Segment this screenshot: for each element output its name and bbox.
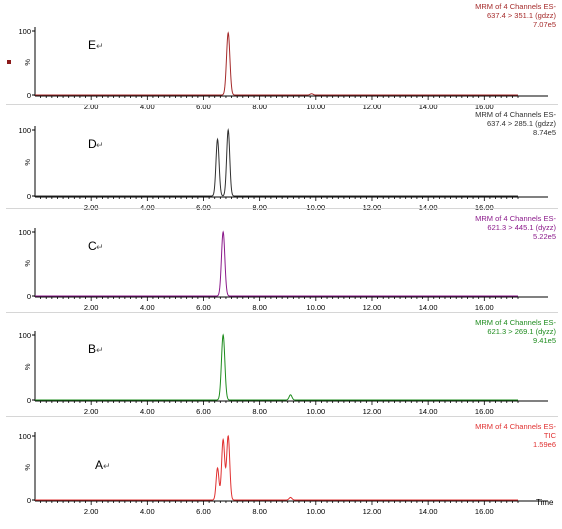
x-tick-label: 2.00: [84, 407, 99, 416]
trace-header-line: MRM of 4 Channels ES-: [475, 110, 556, 119]
paragraph-mark: ↵: [103, 461, 111, 471]
trace-header-line: 8.74e5: [533, 128, 556, 137]
trace-line: [35, 130, 518, 196]
chromatogram-panel-b: 100% 0 2.00 4.00 6.00 8.00 10.00 12.00 14.00 16.0…: [18, 318, 556, 416]
chromatogram-panel-d: 100%02.004.006.008.0010.0012.0014.0016.0…: [18, 110, 556, 212]
panel-divider: [6, 312, 558, 313]
x-tick-label: 4.00: [140, 507, 155, 516]
trace-line: [35, 232, 518, 296]
y-tick-label: 0: [27, 292, 31, 301]
trace-header-line: MRM of 4 Channels ES-: [475, 2, 556, 11]
x-tick-label: 14.00: [419, 407, 438, 416]
y-tick-label: 0: [27, 396, 31, 405]
paragraph-mark: ↵: [96, 41, 104, 51]
panel-divider: [6, 104, 558, 105]
trace-header-line: MRM of 4 Channels ES-: [475, 422, 556, 431]
x-tick-label: 4.00: [140, 407, 155, 416]
trace-line: [35, 33, 518, 95]
trace-header-line: 637.4 > 351.1 (gdzz): [487, 11, 557, 20]
trace-header-line: MRM of 4 Channels ES-: [475, 318, 556, 327]
paragraph-mark: ↵: [96, 345, 104, 355]
panel-label: A: [95, 458, 103, 472]
x-tick-label: 16.00: [475, 407, 494, 416]
x-tick-label: 12.00: [363, 303, 382, 312]
trace-header-line: TIC: [544, 431, 557, 440]
x-tick-label: 4.00: [140, 303, 155, 312]
x-tick-label: 2.00: [84, 303, 99, 312]
panel-divider: [6, 208, 558, 209]
x-tick-label: 10.00: [306, 407, 325, 416]
trace-line: [35, 335, 518, 400]
x-tick-label: 16.00: [475, 507, 494, 516]
x-tick-label: 8.00: [252, 303, 267, 312]
x-tick-label: 2.00: [84, 507, 99, 516]
x-tick-label: 6.00: [196, 407, 211, 416]
chromatogram-panel-c: 100% 0 2.00 4.00 6.00 8.00 10.00 12.00 14.00 16.0…: [18, 214, 556, 312]
trace-header-line: 7.07e5: [533, 20, 556, 29]
y-tick-label: 0: [27, 496, 31, 505]
y-tick-label: 100: [18, 126, 31, 135]
x-tick-label: 16.00: [475, 303, 494, 312]
trace-header-line: 9.41e5: [533, 336, 556, 345]
y-axis-percent-label: %: [23, 159, 32, 166]
y-tick-label: 100: [18, 331, 31, 340]
y-tick-label: 100: [18, 432, 31, 441]
paragraph-mark: ↵: [96, 140, 104, 150]
paragraph-mark: ↵: [96, 242, 104, 252]
x-tick-label: 10.00: [306, 507, 325, 516]
panel-selection-marker: [7, 60, 11, 64]
y-axis-percent-label: %: [23, 464, 32, 471]
y-axis-percent-label: %: [23, 260, 32, 267]
trace-header-line: MRM of 4 Channels ES-: [475, 214, 556, 223]
trace-header-line: 5.22e5: [533, 232, 556, 241]
y-axis-percent-label: %: [23, 59, 32, 66]
x-tick-label: 8.00: [252, 507, 267, 516]
panel-label: E: [88, 38, 96, 52]
x-tick-label: 14.00: [419, 507, 438, 516]
x-tick-label: 14.00: [419, 303, 438, 312]
x-tick-label: 12.00: [363, 507, 382, 516]
panel-label: B: [88, 342, 96, 356]
trace-header-line: 621.3 > 269.1 (dyzz): [487, 327, 556, 336]
trace-header-line: 621.3 > 445.1 (dyzz): [487, 223, 556, 232]
y-tick-label: 100: [18, 228, 31, 237]
trace-header-line: 1.59e6: [533, 440, 556, 449]
x-tick-label: 6.00: [196, 303, 211, 312]
panel-divider: [6, 416, 558, 417]
x-tick-label: 12.00: [363, 407, 382, 416]
y-axis-percent-label: %: [23, 363, 32, 370]
x-tick-label: 8.00: [252, 407, 267, 416]
chromatogram-panel-a: 100% 0 2.00 4.00 6.00 8.00 10.00 12.00 14.00 16.0…: [18, 422, 556, 516]
y-tick-label: 0: [27, 192, 31, 201]
y-tick-label: 0: [27, 91, 31, 100]
trace-header-line: 637.4 > 285.1 (gdzz): [487, 119, 557, 128]
x-tick-label: 6.00: [196, 507, 211, 516]
y-tick-label: 100: [18, 27, 31, 36]
x-axis-title: Time: [536, 498, 554, 507]
x-tick-label: 10.00: [306, 303, 325, 312]
